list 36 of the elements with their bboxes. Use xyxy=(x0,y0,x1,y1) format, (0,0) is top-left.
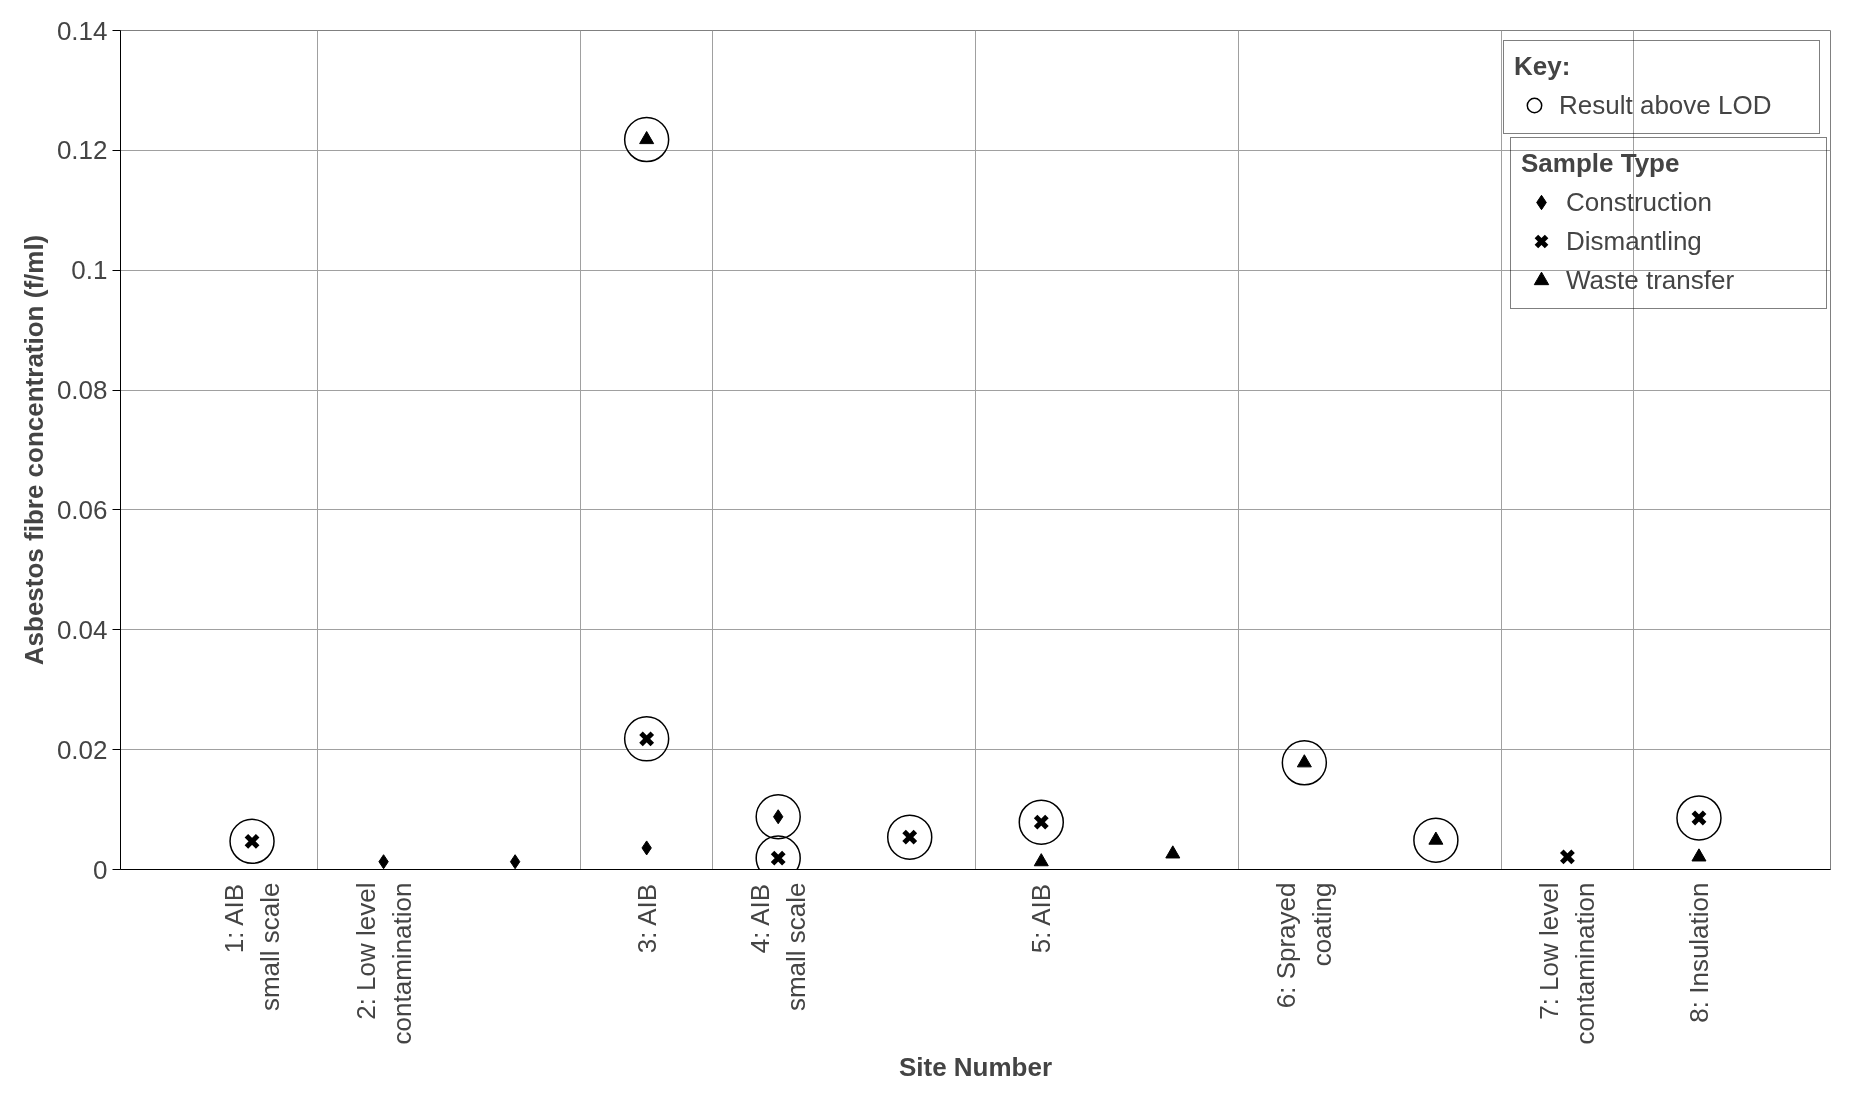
x-tick-label: 2: Low level contamination xyxy=(350,882,417,1045)
point xyxy=(1559,848,1576,866)
x-tick-label: 6: Sprayed coating xyxy=(1271,882,1338,1009)
legend-label: Dismantling xyxy=(1566,225,1703,257)
y-tick-label: 0 xyxy=(93,854,108,885)
point xyxy=(1281,740,1328,786)
point xyxy=(1018,799,1065,845)
point xyxy=(1033,853,1049,867)
y-tick-label: 0.04 xyxy=(56,614,108,645)
x-tick-label: 1: AIB small scale xyxy=(219,882,286,1012)
point xyxy=(886,814,933,860)
y-tick-label: 0.02 xyxy=(56,734,108,765)
legend-label: Result above LOD xyxy=(1559,89,1773,121)
x-tick-label: 5: AIB xyxy=(1026,883,1057,954)
point xyxy=(623,116,670,163)
annotation: Sample Type xyxy=(1521,148,1681,179)
legend-label: Waste transfer xyxy=(1566,264,1736,296)
y-tick-label: 0.06 xyxy=(56,494,108,525)
point xyxy=(509,854,521,870)
point xyxy=(1691,848,1707,862)
y-tick-label: 0.14 xyxy=(56,15,108,46)
point xyxy=(229,818,275,865)
y-tick-label: 0.1 xyxy=(71,255,108,286)
y-axis-title: Asbestos fibre concentration (f/ml) xyxy=(18,234,49,666)
y-tick-label: 0.08 xyxy=(56,375,108,406)
point xyxy=(1165,845,1181,859)
y-tick-label: 0.12 xyxy=(56,135,108,166)
x-tick-label: 3: AIB xyxy=(631,883,662,954)
x-tick-label: 7: Low level contamination xyxy=(1534,882,1601,1045)
x-tick-label: 8: Insulation xyxy=(1683,882,1714,1023)
point xyxy=(1676,795,1722,841)
x-tick-label: 4: AIB small scale xyxy=(745,882,812,1012)
point xyxy=(1413,817,1459,863)
legend-title: Key: xyxy=(1514,51,1572,82)
x-axis-title: Site Number xyxy=(898,1052,1053,1083)
legend-label: Construction xyxy=(1566,186,1713,218)
